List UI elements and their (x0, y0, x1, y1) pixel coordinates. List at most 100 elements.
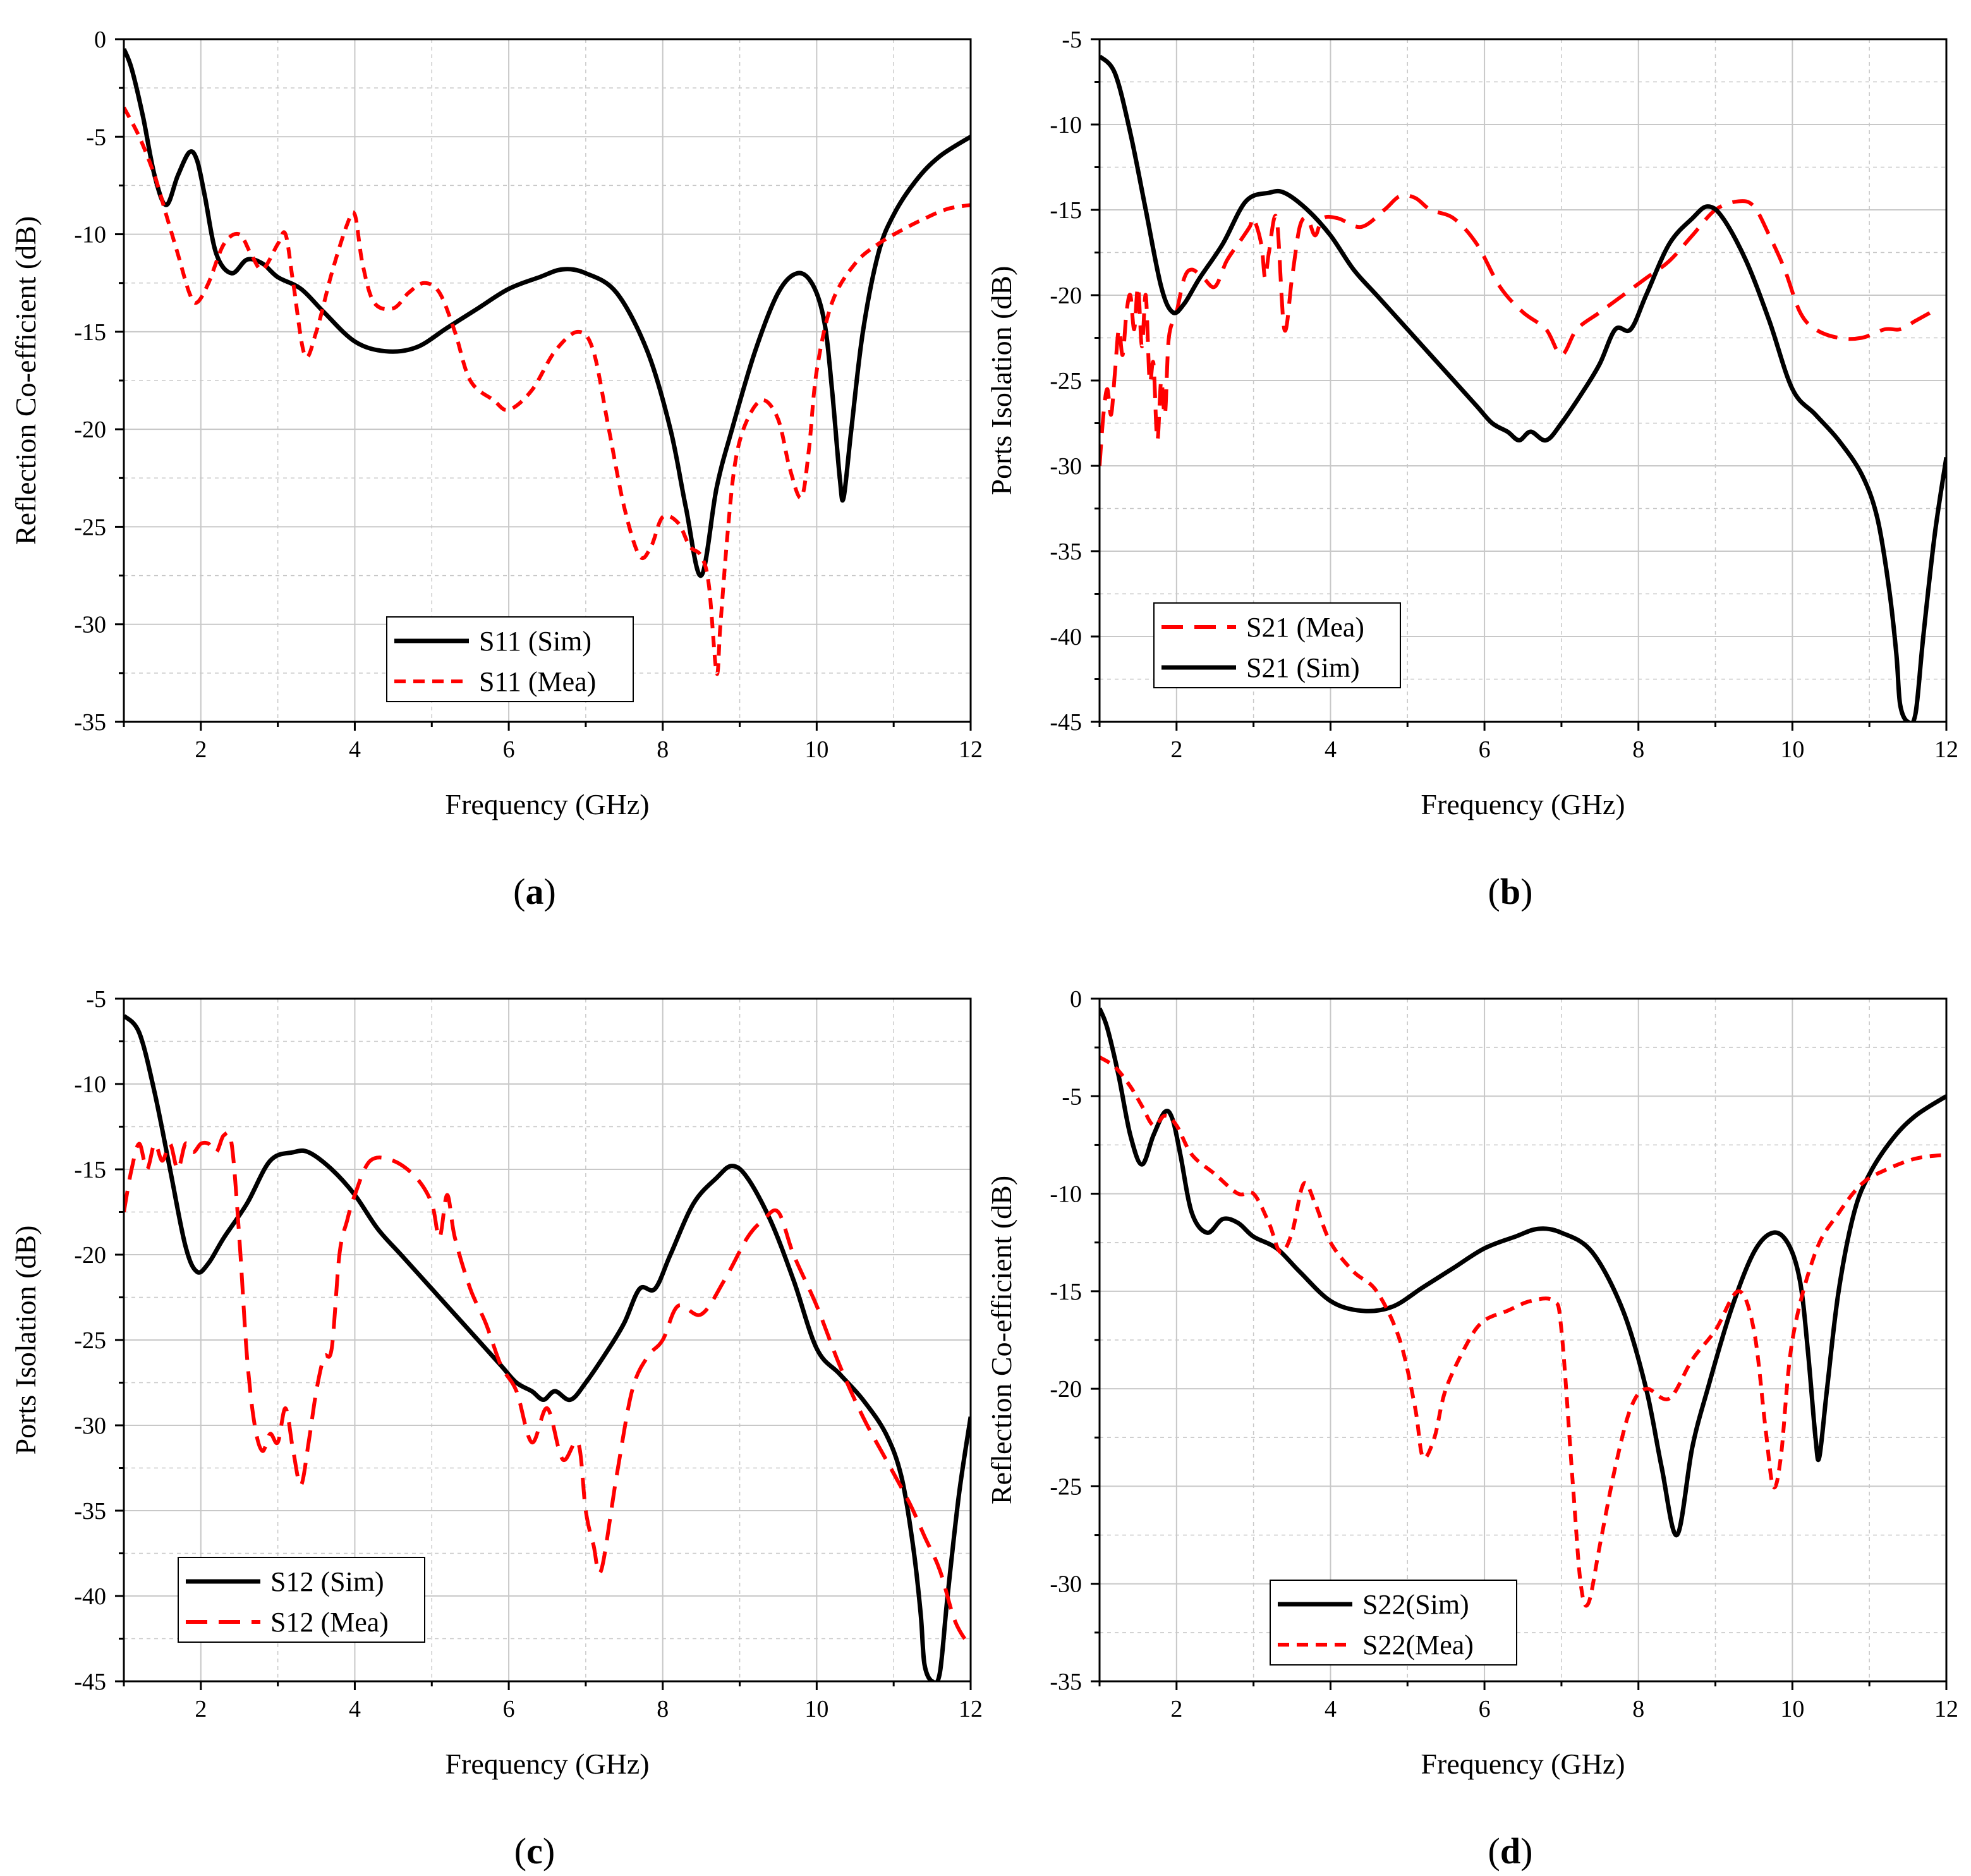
y-tick-label: -20 (1050, 283, 1082, 309)
y-tick-label: -45 (74, 1669, 106, 1695)
series-line-b-0 (1100, 193, 1932, 466)
y-tick-label: -30 (74, 612, 106, 638)
y-tick-label: -35 (1050, 539, 1082, 565)
y-tick-label: -5 (86, 986, 106, 1013)
panel-c-curves (124, 1014, 971, 1681)
panel-a-legend: S11 (Sim) S11 (Mea) (386, 616, 634, 702)
panel-b-y-axis-label: Ports Isolation (dB) (985, 266, 1017, 496)
x-tick-label: 2 (1170, 1696, 1182, 1722)
y-tick-label: 0 (94, 27, 106, 53)
panel-c: 2 4 6 8 10 12 -5 -10 -15 -20 -25 -30 -35 -40 -45 Frequ… (9, 986, 983, 1872)
panel-d: 2 4 6 8 10 12 0 -5 -10 -15 -20 -25 -30 -35 Frequency … (985, 986, 1958, 1872)
x-tick-label: 12 (959, 1696, 983, 1722)
y-tick-label: -40 (74, 1583, 106, 1610)
series-line-a-1 (124, 106, 971, 676)
panel-d-legend: S22(Sim) S22(Mea) (1270, 1580, 1517, 1666)
panel-b-x-axis-label: Frequency (GHz) (1421, 788, 1625, 820)
panel-d-grid (1099, 998, 1947, 1682)
panel-b-ticks: 2 4 6 8 10 12 -5 -10 -15 -20 -25 -30 -35 -40 -45 (1050, 27, 1958, 763)
x-tick-label: 6 (503, 736, 515, 763)
panel-c-x-axis-label: Frequency (GHz) (445, 1748, 649, 1780)
panel-d-y-axis-label: Reflection Co-efficient (dB) (985, 1176, 1017, 1504)
y-tick-label: -40 (1050, 624, 1082, 650)
panel-c-legend: S12 (Sim) S12 (Mea) (178, 1557, 425, 1643)
y-tick-label: -15 (74, 1157, 106, 1183)
panel-b-curves (1100, 54, 1946, 722)
y-tick-label: -30 (1050, 1571, 1082, 1598)
y-tick-label: -5 (86, 124, 106, 150)
y-tick-label: -45 (1050, 709, 1082, 736)
x-tick-label: 4 (1325, 736, 1337, 763)
y-tick-label: -15 (1050, 1279, 1082, 1305)
x-tick-label: 12 (1934, 1696, 1958, 1722)
y-tick-label: -20 (74, 1242, 106, 1269)
panel-c-caption-letter: c (526, 1830, 543, 1872)
panel-b-caption-letter: b (1500, 871, 1520, 912)
series-line-a-0 (124, 48, 971, 578)
panel-a-curves (124, 48, 971, 676)
series-line-c-0 (124, 1014, 971, 1681)
x-tick-label: 6 (503, 1696, 515, 1722)
legend-label: S12 (Mea) (270, 1607, 389, 1638)
x-tick-label: 8 (1632, 1696, 1644, 1722)
panel-b-legend: S21 (Mea) S21 (Sim) (1153, 602, 1401, 688)
series-line-d-0 (1100, 1008, 1946, 1538)
y-tick-label: -15 (1050, 197, 1082, 224)
y-tick-label: -10 (74, 1071, 106, 1098)
legend-label: S21 (Mea) (1246, 612, 1364, 643)
y-tick-label: -10 (1050, 112, 1082, 138)
y-tick-label: -25 (1050, 368, 1082, 394)
x-tick-label: 4 (349, 736, 361, 763)
y-tick-label: -30 (74, 1413, 106, 1439)
x-tick-label: 8 (657, 1696, 669, 1722)
x-tick-label: 6 (1479, 1696, 1491, 1722)
panel-d-ticks: 2 4 6 8 10 12 0 -5 -10 -15 -20 -25 -30 -35 (1050, 986, 1958, 1722)
y-tick-label: -10 (1050, 1181, 1082, 1208)
legend-label: S11 (Sim) (479, 626, 591, 657)
y-tick-label: -20 (74, 417, 106, 443)
y-tick-label: -25 (74, 514, 106, 540)
x-tick-label: 2 (195, 736, 207, 763)
x-tick-label: 10 (804, 736, 828, 763)
x-tick-label: 8 (1632, 736, 1644, 763)
legend-label: S12 (Sim) (270, 1566, 384, 1597)
x-tick-label: 6 (1479, 736, 1491, 763)
series-line-d-1 (1100, 1055, 1946, 1608)
panel-a-y-axis-label: Reflection Co-efficient (dB) (9, 216, 42, 545)
y-tick-label: -5 (1062, 1083, 1082, 1110)
panel-b: 2 4 6 8 10 12 -5 -10 -15 -20 -25 -30 -35 -40 -45 Frequ… (985, 27, 1958, 912)
panel-d-frame (1098, 997, 1948, 1683)
legend-label: S22(Mea) (1362, 1629, 1474, 1660)
series-line-b-1 (1100, 54, 1946, 722)
x-tick-label: 2 (1170, 736, 1182, 763)
legend-box (386, 616, 634, 702)
series-line-c-1 (124, 1130, 971, 1648)
panel-d-caption-letter: d (1500, 1830, 1520, 1872)
x-tick-label: 8 (657, 736, 669, 763)
panel-d-caption: (d) (1488, 1830, 1533, 1872)
y-tick-label: -5 (1062, 27, 1082, 53)
panel-c-caption: (c) (514, 1830, 555, 1872)
x-tick-label: 4 (1325, 1696, 1337, 1722)
panel-c-y-axis-label: Ports Isolation (dB) (9, 1226, 42, 1455)
legend-label: S11 (Mea) (479, 666, 596, 697)
panel-a-ticks: 2 4 6 8 10 12 0 -5 -10 -15 -20 -25 -30 -35 (74, 27, 983, 763)
legend-box (1153, 602, 1401, 688)
panel-b-caption: (b) (1488, 871, 1533, 912)
x-tick-label: 2 (195, 1696, 207, 1722)
panel-d-curves (1100, 1008, 1946, 1608)
panel-a-caption: (a) (513, 871, 556, 912)
y-tick-label: -35 (74, 1498, 106, 1525)
legend-label: S22(Sim) (1362, 1589, 1469, 1620)
x-tick-label: 4 (349, 1696, 361, 1722)
x-tick-label: 10 (804, 1696, 828, 1722)
panel-a-x-axis-label: Frequency (GHz) (445, 788, 649, 820)
panel-c-ticks: 2 4 6 8 10 12 -5 -10 -15 -20 -25 -30 -35 -40 -45 (74, 986, 983, 1722)
y-tick-label: -25 (1050, 1473, 1082, 1500)
y-tick-label: -20 (1050, 1376, 1082, 1403)
y-tick-label: -10 (74, 222, 106, 248)
legend-box (1270, 1580, 1517, 1666)
y-tick-label: -25 (74, 1327, 106, 1354)
panel-d-x-axis-label: Frequency (GHz) (1421, 1748, 1625, 1780)
